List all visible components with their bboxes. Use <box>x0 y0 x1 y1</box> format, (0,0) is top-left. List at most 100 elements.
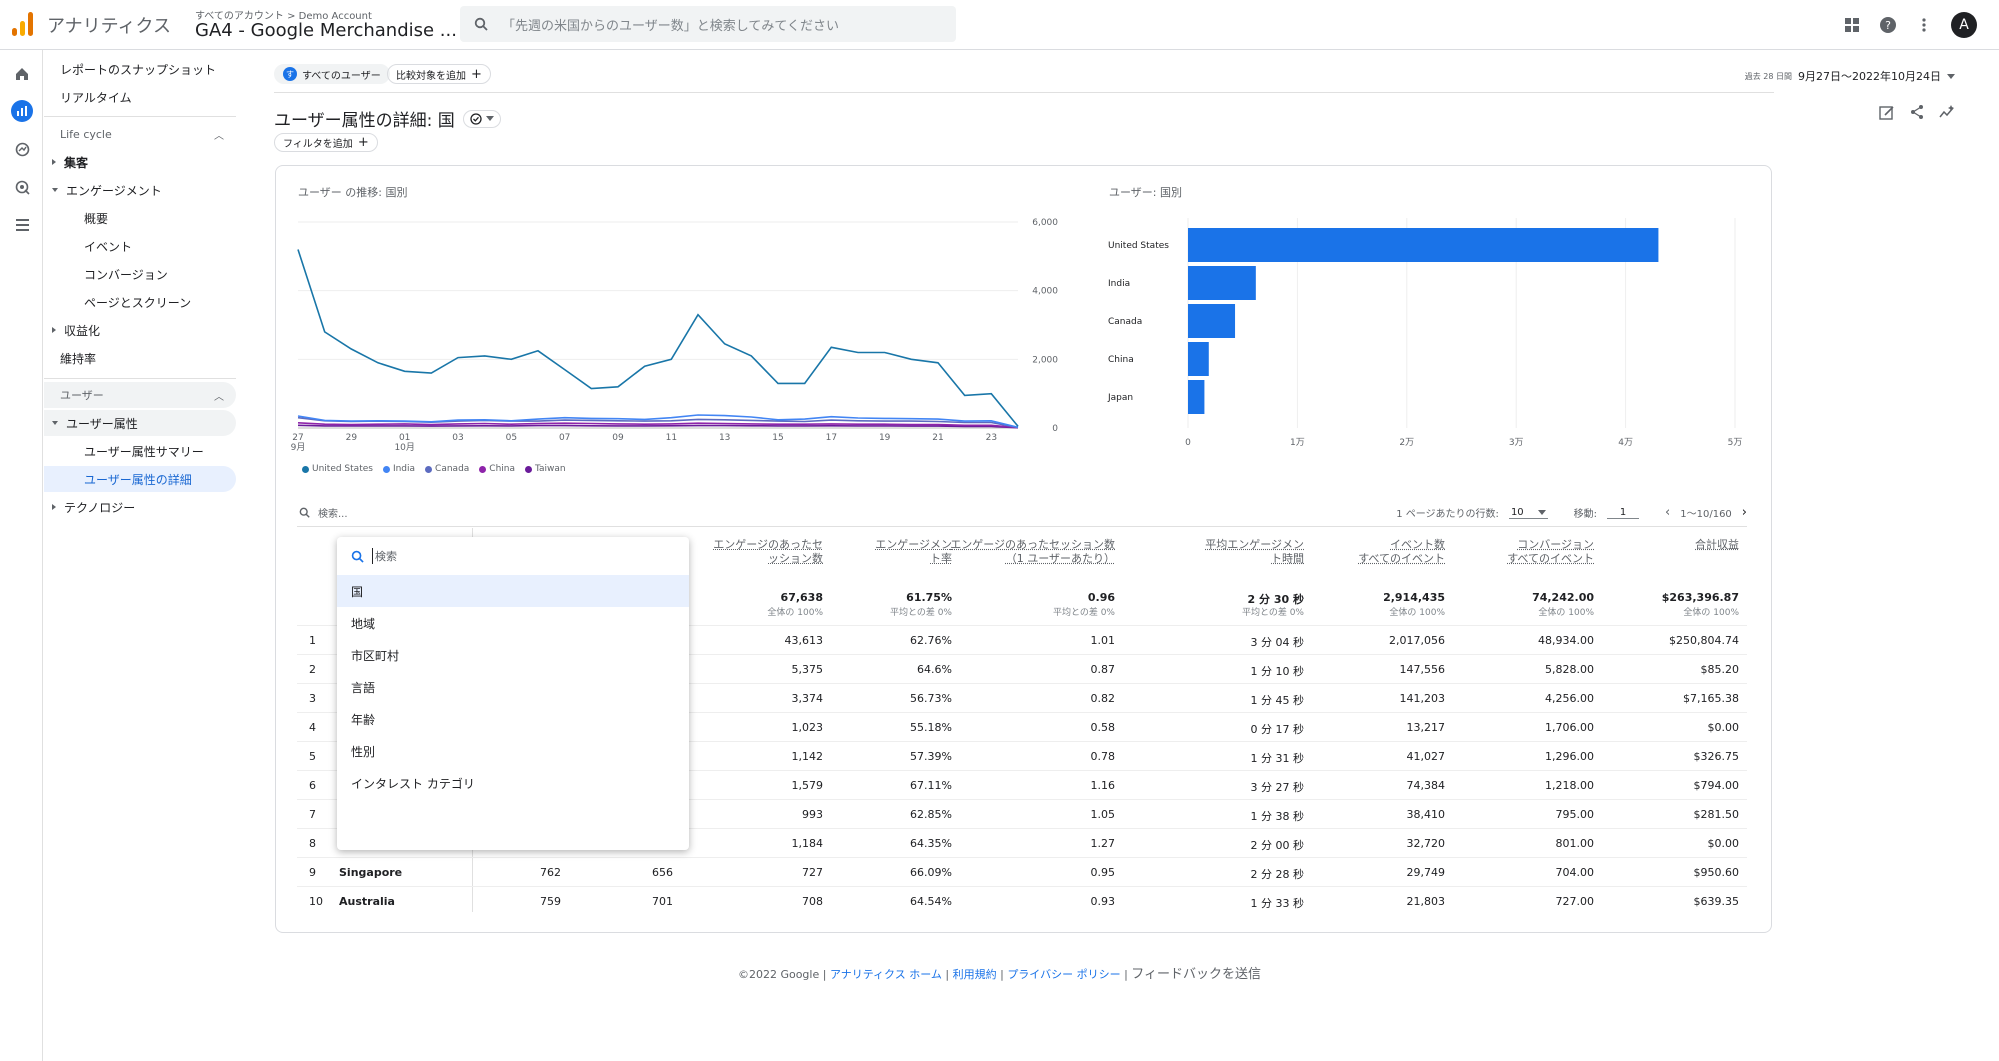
next-page-icon[interactable]: › <box>1741 505 1747 520</box>
country-name[interactable]: Australia <box>339 895 395 908</box>
table-row[interactable]: 1 43,613 62.76% 1.01 3 分 04 秒 2,017,056 48,934… <box>297 625 1747 654</box>
series-line-india[interactable] <box>297 414 1019 429</box>
table-row[interactable]: 5 1,142 57.39% 0.78 1 分 31 秒 41,027 1,296.00 $3… <box>297 741 1747 770</box>
sidebar-item-monetization[interactable]: 収益化 <box>44 317 236 343</box>
total-sub: 全体の 100% <box>1389 608 1445 618</box>
date-range-picker[interactable]: 過去 28 日間 9月27日～2022年10月24日 <box>1745 68 1955 84</box>
add-comparison-button[interactable]: 比較対象を追加 + <box>387 64 491 84</box>
metric-value: $639.35 <box>1693 895 1740 908</box>
column-header[interactable]: コンバージョン すべてのイベント <box>1507 538 1594 565</box>
legend-item[interactable]: Canada <box>425 464 469 474</box>
sidebar-item-conversions[interactable]: コンバージョン <box>84 267 168 282</box>
home-icon[interactable] <box>11 63 33 85</box>
analytics-logo-icon[interactable] <box>12 12 34 36</box>
dropdown-option[interactable]: 年齢 <box>351 712 376 727</box>
column-header[interactable]: エンゲージのあったセッション数 （1 ユーザーあたり） <box>950 538 1115 565</box>
footer-link-home[interactable]: アナリティクス ホーム <box>829 968 942 981</box>
reports-icon[interactable] <box>11 100 33 122</box>
advertising-icon[interactable] <box>11 176 33 198</box>
insights-icon[interactable] <box>1939 104 1955 120</box>
sidebar-item-demographics-summary[interactable]: ユーザー属性サマリー <box>84 444 204 459</box>
series-line-united-states[interactable] <box>297 249 1019 427</box>
goto-input[interactable]: 1 <box>1607 507 1640 519</box>
table-row[interactable]: 8 1,184 64.35% 1.27 2 分 00 秒 32,720 801.00 $0.0… <box>297 828 1747 857</box>
country-name[interactable]: Singapore <box>339 866 403 879</box>
legend-item[interactable]: China <box>479 464 515 474</box>
series-line-taiwan[interactable] <box>297 424 1019 429</box>
sidebar-item-snapshot[interactable]: レポートのスナップショット <box>60 62 217 77</box>
dropdown-option[interactable]: インタレスト カテゴリ <box>351 776 475 791</box>
chevron-down-icon <box>1947 73 1955 79</box>
footer-feedback[interactable]: フィードバックを送信 <box>1131 967 1262 982</box>
all-users-chip[interactable]: す すべてのユーザー <box>274 64 390 84</box>
share-icon[interactable] <box>1909 104 1925 120</box>
apps-grid-icon[interactable] <box>1843 16 1861 34</box>
dropdown-option[interactable]: 地域 <box>351 616 376 631</box>
sidebar-item-acquisition[interactable]: 集客 <box>44 149 236 175</box>
metric-value: 727.00 <box>1555 895 1595 908</box>
more-vert-icon[interactable] <box>1915 16 1933 34</box>
legend-item[interactable]: Taiwan <box>525 464 566 474</box>
metric-value: 0.82 <box>1090 692 1116 705</box>
configure-icon[interactable] <box>11 214 33 236</box>
category-label: India <box>1108 279 1130 289</box>
bar-japan[interactable] <box>1188 380 1205 414</box>
sidebar-item-retention[interactable]: 維持率 <box>60 351 97 366</box>
table-row[interactable]: 9 Singapore 762 656 727 66.09% 0.95 2 分 28 秒 29,… <box>297 857 1747 886</box>
prev-page-icon[interactable]: ‹ <box>1665 505 1671 520</box>
footer-link-privacy[interactable]: プライバシー ポリシー <box>1007 968 1121 981</box>
table-row[interactable]: 7 993 62.85% 1.05 1 分 38 秒 38,410 795.00 $281.5… <box>297 799 1747 828</box>
sidebar-item-demographics[interactable]: ユーザー属性 <box>44 410 236 436</box>
bar-india[interactable] <box>1188 266 1256 300</box>
footer-link-terms[interactable]: 利用規約 <box>952 968 997 981</box>
customize-report-icon[interactable] <box>1879 104 1895 120</box>
sidebar-item-overview[interactable]: 概要 <box>84 211 109 226</box>
dropdown-search[interactable]: 検索 <box>337 537 689 575</box>
bar-china[interactable] <box>1188 342 1209 376</box>
page-title: ユーザー属性の詳細: 国 <box>274 106 501 131</box>
table-row[interactable]: 6 1,579 67.11% 1.16 3 分 27 秒 74,384 1,218.00 $7… <box>297 770 1747 799</box>
table-row[interactable]: 3 3,374 56.73% 0.82 1 分 45 秒 141,203 4,256.00 $… <box>297 683 1747 712</box>
add-filter-button[interactable]: フィルタを追加 + <box>274 133 378 152</box>
sidebar-item-events[interactable]: イベント <box>84 239 133 254</box>
legend-item[interactable]: India <box>382 464 415 474</box>
dropdown-option[interactable]: 市区町村 <box>351 648 400 663</box>
table-row[interactable]: 2 5,375 64.6% 0.87 1 分 10 秒 147,556 5,828.00 $8… <box>297 654 1747 683</box>
column-header[interactable]: 合計収益 <box>1695 538 1739 551</box>
sidebar-item-realtime[interactable]: リアルタイム <box>60 90 132 105</box>
sidebar-item-engagement[interactable]: エンゲージメント <box>44 177 236 203</box>
help-icon[interactable]: ? <box>1879 16 1897 34</box>
sidebar-section-user[interactable]: ユーザー ︿ <box>44 382 236 408</box>
sidebar-item-pages[interactable]: ページとスクリーン <box>84 295 192 310</box>
dropdown-option[interactable]: 国 <box>337 575 689 607</box>
report-status-button[interactable] <box>462 109 501 128</box>
table-search[interactable]: 検索... <box>299 505 348 520</box>
sidebar-item-technology[interactable]: テクノロジー <box>44 494 236 520</box>
bar-united-states[interactable] <box>1188 228 1659 262</box>
column-header[interactable]: イベント数 すべてのイベント <box>1358 538 1445 565</box>
collapse-icon <box>52 421 58 425</box>
sidebar-item-demographics-details[interactable]: ユーザー属性の詳細 <box>44 466 236 492</box>
rows-per-page-select[interactable]: 10 <box>1508 507 1548 519</box>
dropdown-option[interactable]: 言語 <box>351 680 376 695</box>
x-tick-label: 1万 <box>1290 438 1305 448</box>
search-bar[interactable]: 「先週の米国からのユーザー数」と検索してみてください <box>460 6 956 42</box>
explore-icon[interactable] <box>11 138 33 160</box>
dropdown-option[interactable]: 性別 <box>351 744 376 759</box>
breadcrumb[interactable]: すべてのアカウント > Demo Account <box>195 11 372 22</box>
column-header[interactable]: エンゲージのあったセ ッション数 <box>713 538 823 565</box>
metric-value: 62.85% <box>910 808 952 821</box>
property-selector[interactable]: GA4 - Google Merchandise ... <box>195 20 473 41</box>
series-line-china[interactable] <box>297 422 1019 429</box>
legend-item[interactable]: United States <box>302 464 373 474</box>
goto-label: 移動: <box>1573 509 1598 520</box>
column-header[interactable]: エンゲージメン ト率 <box>875 538 952 565</box>
metric-value: 4,256.00 <box>1545 692 1594 705</box>
table-row[interactable]: 4 1,023 55.18% 0.58 0 分 17 秒 13,217 1,706.00 $0… <box>297 712 1747 741</box>
table-row[interactable]: 10 Australia 759 701 708 64.54% 0.93 1 分 33 秒 21… <box>297 886 1747 915</box>
bar-canada[interactable] <box>1188 304 1236 338</box>
sidebar-item-label: 収益化 <box>64 323 101 338</box>
column-header[interactable]: 平均エンゲージメン ト時間 <box>1205 538 1304 565</box>
avatar[interactable]: A <box>1951 12 1977 38</box>
sidebar-section-lifecycle[interactable]: Life cycle ︿ <box>44 121 236 147</box>
